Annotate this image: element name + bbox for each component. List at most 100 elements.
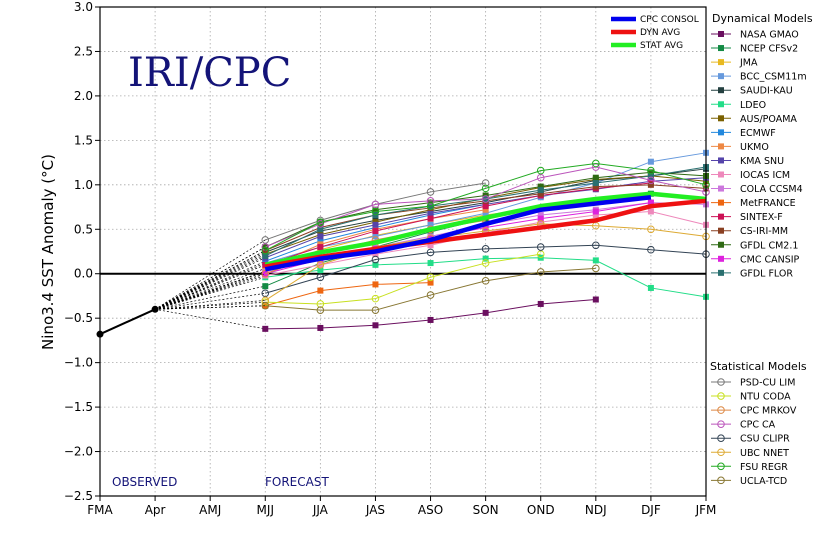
legend-marker bbox=[718, 227, 724, 234]
x-tick-label: SON bbox=[473, 503, 499, 517]
legend-label: COLA CCSM4 bbox=[740, 184, 803, 195]
observed-point bbox=[151, 305, 159, 313]
legend-marker bbox=[718, 115, 724, 122]
legend-marker bbox=[717, 406, 725, 414]
model-point bbox=[372, 261, 379, 268]
x-tick-label: Apr bbox=[145, 503, 166, 517]
legend-label: SAUDI-KAU bbox=[740, 86, 793, 97]
observed-series bbox=[96, 305, 159, 338]
model-point bbox=[426, 248, 435, 257]
legend-label: NTU CODA bbox=[740, 392, 791, 403]
x-tick-label: JJA bbox=[312, 503, 329, 517]
model-point bbox=[261, 289, 270, 298]
model-connector bbox=[155, 285, 266, 310]
legend-label: MetFRANCE bbox=[740, 198, 796, 209]
model-point bbox=[261, 269, 270, 278]
model-point bbox=[262, 325, 269, 332]
model-point bbox=[426, 291, 435, 299]
average-legend: CPC CONSOL DYN AVG STAT AVG bbox=[611, 15, 699, 51]
legend-label: KMA SNU bbox=[740, 156, 784, 167]
legend-marker bbox=[718, 143, 724, 150]
model-point bbox=[427, 316, 434, 323]
legend-label: IOCAS ICM bbox=[740, 170, 790, 181]
legend-marker bbox=[717, 462, 725, 471]
legend-label: PSD-CU LIM bbox=[740, 378, 795, 389]
model-point bbox=[592, 296, 599, 303]
x-tick-label: AMJ bbox=[199, 503, 221, 517]
legend-label: FSU REGR bbox=[740, 462, 788, 473]
model-point bbox=[262, 258, 269, 265]
statistical-legend-title: Statistical Models bbox=[710, 360, 807, 373]
model-connector bbox=[154, 271, 266, 310]
legend-marker bbox=[717, 476, 725, 485]
y-tick-label: −1.5 bbox=[64, 400, 93, 414]
average-forecasts bbox=[264, 191, 707, 272]
model-dyn-0 bbox=[155, 296, 599, 332]
y-tick-label: 1.5 bbox=[74, 133, 93, 147]
y-axis-label: Nino3.4 SST Anomaly (°C) bbox=[39, 154, 57, 350]
legend-marker bbox=[718, 185, 724, 192]
model-stat-7 bbox=[155, 264, 600, 314]
legend-label: ECMWF bbox=[740, 128, 776, 139]
model-point bbox=[647, 208, 654, 215]
legend-marker bbox=[718, 45, 724, 52]
legend-marker bbox=[718, 199, 724, 206]
legend-marker bbox=[717, 448, 725, 457]
legend-marker bbox=[717, 378, 725, 386]
model-point bbox=[537, 300, 544, 307]
x-tick-label: DJF bbox=[641, 503, 661, 517]
legend-marker bbox=[718, 129, 724, 136]
y-tick-label: −0.5 bbox=[64, 311, 93, 325]
model-point bbox=[647, 284, 654, 291]
model-line bbox=[265, 182, 651, 266]
model-point bbox=[482, 206, 489, 213]
legend-marker bbox=[717, 392, 725, 400]
model-connector bbox=[154, 246, 266, 310]
legend-marker bbox=[718, 73, 724, 80]
legend-label: GFDL FLOR bbox=[740, 268, 793, 279]
legend-marker bbox=[718, 255, 724, 262]
model-point bbox=[371, 294, 380, 303]
average-line-2 bbox=[264, 191, 707, 268]
model-point bbox=[537, 215, 544, 222]
legend-marker bbox=[717, 420, 725, 428]
y-tick-label: −2.0 bbox=[64, 445, 93, 459]
model-point bbox=[481, 259, 490, 267]
model-line bbox=[265, 244, 707, 294]
legend-marker bbox=[718, 31, 724, 37]
model-point bbox=[647, 158, 654, 165]
model-connector bbox=[154, 255, 266, 310]
model-point bbox=[536, 173, 545, 182]
model-point bbox=[372, 281, 379, 288]
y-tick-label: 2.0 bbox=[74, 89, 93, 103]
x-tick-label: NDJ bbox=[585, 503, 607, 517]
model-point bbox=[372, 228, 379, 235]
model-point bbox=[592, 174, 599, 181]
observed-label: OBSERVED bbox=[112, 475, 177, 489]
legend-marker bbox=[718, 213, 724, 220]
model-line bbox=[265, 282, 431, 307]
model-line bbox=[265, 267, 596, 311]
model-point bbox=[317, 237, 324, 244]
model-point bbox=[261, 246, 270, 255]
model-point bbox=[482, 309, 489, 316]
y-tick-label: 0.0 bbox=[74, 267, 93, 281]
model-connector bbox=[154, 260, 266, 310]
plot-frame bbox=[99, 6, 707, 497]
model-point bbox=[426, 273, 435, 282]
model-point bbox=[316, 218, 325, 226]
model-line bbox=[265, 162, 707, 252]
model-connector bbox=[154, 268, 266, 310]
legend-marker bbox=[718, 59, 724, 66]
average-line-0 bbox=[264, 195, 652, 272]
model-point bbox=[537, 183, 544, 190]
x-tick-label: OND bbox=[527, 503, 555, 517]
model-point bbox=[647, 181, 654, 188]
model-connector bbox=[155, 308, 266, 330]
legend-label: CSU CLIPR bbox=[740, 434, 790, 445]
model-point bbox=[592, 264, 600, 273]
legend-marker bbox=[718, 101, 724, 108]
legend-label: NCEP CFSv2 bbox=[740, 44, 798, 55]
model-point bbox=[427, 228, 434, 235]
